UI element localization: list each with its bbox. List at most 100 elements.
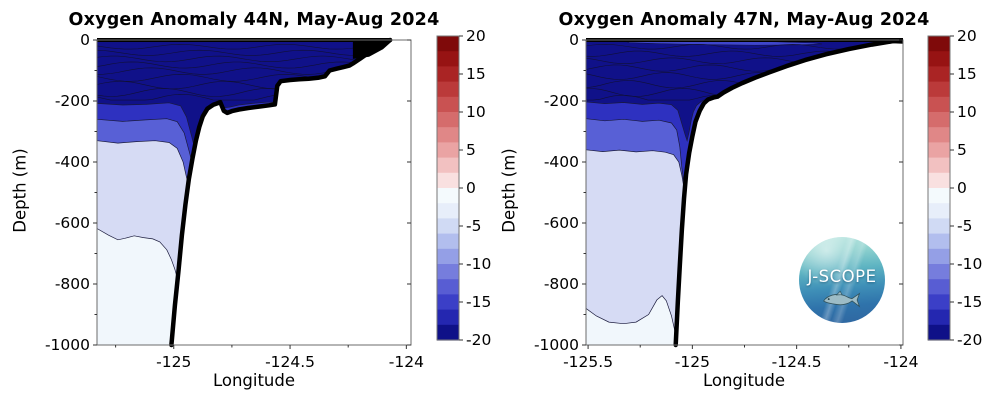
contour-fill-group <box>586 40 901 345</box>
y-tick-label: -200 <box>543 92 579 110</box>
contour-fill-group <box>97 40 391 345</box>
colorbar-tick-label: -20 <box>957 331 983 349</box>
colorbar-segment <box>437 172 459 189</box>
bathymetry-line <box>169 37 393 348</box>
colorbar-segment <box>437 157 459 174</box>
colorbar-tick-label: -10 <box>466 255 492 273</box>
colorbar-segment <box>437 142 459 159</box>
x-axis-label-left: Longitude <box>212 371 296 390</box>
colorbar-segment <box>928 66 950 83</box>
colorbar-tick-label: 15 <box>466 65 486 83</box>
colorbar-segment <box>437 324 459 341</box>
colorbar-segment <box>928 309 950 326</box>
contour-line <box>586 99 704 143</box>
x-tick-label: -124.5 <box>771 353 822 371</box>
colorbar-segment <box>437 294 459 311</box>
colorbar-segment <box>928 172 950 189</box>
colorbar-segment <box>437 188 459 204</box>
y-axis-label-left: Depth (m) <box>10 148 30 233</box>
colorbar-segment <box>928 81 950 98</box>
colorbar-segment <box>928 188 950 204</box>
x-tick-label: -125 <box>156 353 192 371</box>
colorbar-tick-label: -10 <box>957 255 983 273</box>
colorbar-segment <box>437 81 459 98</box>
colorbar-segment <box>928 248 950 265</box>
coast-wedge <box>352 40 393 59</box>
y-tick-label: -1000 <box>533 336 579 354</box>
chart-title-47n: Oxygen Anomaly 47N, May-Aug 2024 <box>558 10 930 30</box>
colorbar-segment <box>928 142 950 159</box>
y-tick-label: -1000 <box>44 336 90 354</box>
x-tick-label: -125.5 <box>563 353 614 371</box>
colorbar-segment <box>928 157 950 174</box>
colorbar-tick-label: 15 <box>957 65 977 83</box>
x-tick-label: -124 <box>388 353 424 371</box>
colorbar-segment <box>928 203 950 219</box>
colorbar-segment <box>928 127 950 143</box>
colorbar-tick-label: -15 <box>466 293 492 311</box>
bathymetry-line <box>673 38 904 348</box>
contour-line <box>586 149 684 186</box>
y-tick-label: -600 <box>54 214 90 232</box>
colorbar-tick-label: 20 <box>957 27 977 45</box>
band-fill <box>97 228 178 345</box>
y-tick-label: -600 <box>543 214 579 232</box>
colorbar-tick-label: 0 <box>957 179 967 197</box>
x-axis-label-right: Longitude <box>702 371 786 390</box>
band-fill <box>586 295 677 345</box>
colorbar-tick-label: 10 <box>957 103 977 121</box>
colorbar-segment <box>928 324 950 341</box>
colorbar-segment <box>928 218 950 235</box>
colorbar-segment <box>437 112 459 128</box>
colorbar-segment <box>928 279 950 295</box>
colorbar-segment <box>928 294 950 311</box>
colorbar-tick-label: -20 <box>466 331 492 349</box>
x-tick-label: -124 <box>883 353 919 371</box>
y-tick-label: -200 <box>54 92 90 110</box>
jscope-logo: J-SCOPE <box>799 237 885 323</box>
colorbar-segment <box>437 279 459 295</box>
colorbar-segment <box>437 264 459 280</box>
y-tick-label: -400 <box>54 153 90 171</box>
x-tick-label: -124.5 <box>265 353 316 371</box>
colorbar-tick-label: 5 <box>957 141 967 159</box>
y-tick-label: -800 <box>543 275 579 293</box>
colorbar-tick-label: 5 <box>466 141 476 159</box>
colorbar-segment <box>928 264 950 280</box>
colorbar-segment <box>437 309 459 326</box>
colorbar-tick-label: -15 <box>957 293 983 311</box>
colorbar-segment <box>928 51 950 67</box>
colorbar-segment <box>437 66 459 83</box>
colorbar-segment <box>437 36 459 52</box>
colorbar-segment <box>437 127 459 143</box>
colorbar-segment <box>437 218 459 235</box>
y-tick-label: 0 <box>80 31 90 49</box>
colorbar-segment <box>437 51 459 67</box>
colorbar-segment <box>928 112 950 128</box>
x-tick-label: -125 <box>674 353 710 371</box>
colorbar-segment <box>928 36 950 52</box>
colorbar-tick-label: 20 <box>466 27 486 45</box>
chart-title-44n: Oxygen Anomaly 44N, May-Aug 2024 <box>68 10 440 30</box>
colorbar-segment <box>437 96 459 113</box>
colorbar-segment <box>928 233 950 250</box>
contour-line <box>586 295 678 341</box>
jscope-logo-text: J-SCOPE <box>807 267 877 286</box>
y-tick-label: 0 <box>569 31 579 49</box>
band-fill <box>586 149 684 345</box>
contour-line <box>97 228 178 278</box>
colorbar-segment <box>437 203 459 219</box>
colorbar-tick-label: 10 <box>466 103 486 121</box>
y-tick-label: -800 <box>54 275 90 293</box>
colorbar-segment <box>437 233 459 250</box>
colorbar-tick-label: -5 <box>466 217 482 235</box>
y-tick-label: -400 <box>543 153 579 171</box>
coast-wedge <box>867 40 903 44</box>
colorbar-segment <box>928 96 950 113</box>
colorbar-tick-label: -5 <box>957 217 973 235</box>
colorbar-tick-label: 0 <box>466 179 476 197</box>
fish-icon <box>823 290 861 308</box>
colorbar-segment <box>437 248 459 265</box>
